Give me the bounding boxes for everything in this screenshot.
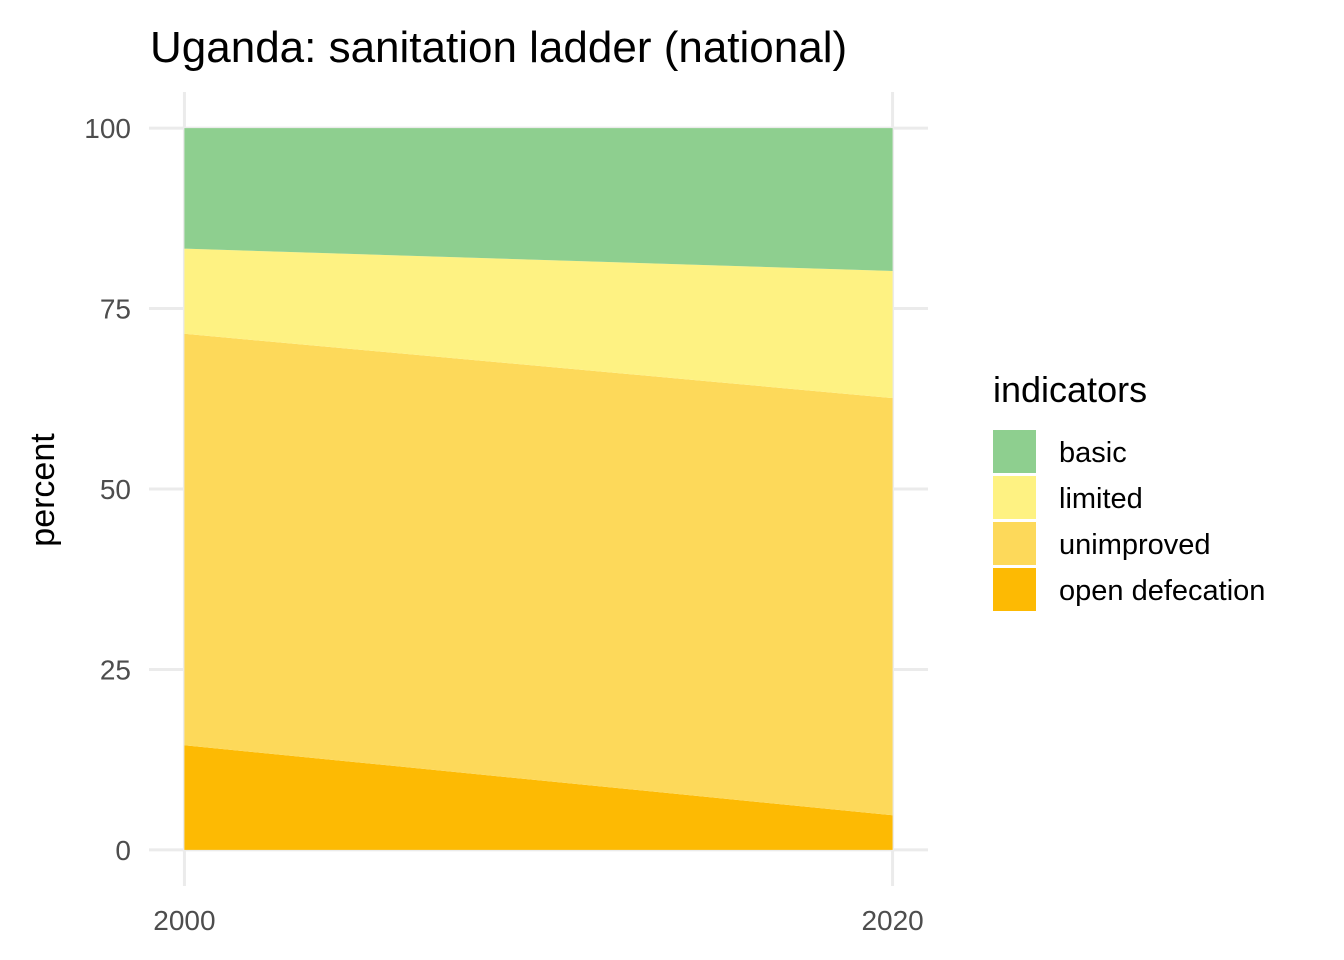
y-tick-label: 25 <box>100 654 131 685</box>
legend-swatch-limited <box>993 476 1036 519</box>
axis-ticks: 0 25 50 75 100 2000 2020 <box>84 113 923 936</box>
legend-label-basic: basic <box>1059 437 1127 469</box>
legend-swatch-open-defecation <box>993 568 1036 611</box>
x-tick-label: 2020 <box>861 905 923 936</box>
legend-label-limited: limited <box>1059 483 1143 515</box>
y-tick-label: 100 <box>84 113 131 144</box>
area-basic <box>184 128 893 272</box>
y-axis-title: percent <box>24 433 62 547</box>
legend-swatch-unimproved <box>993 522 1036 565</box>
legend-label-open-defecation: open defecation <box>1059 575 1265 607</box>
y-tick-label: 0 <box>115 835 131 866</box>
y-tick-label: 50 <box>100 474 131 505</box>
legend-swatch-basic <box>993 430 1036 473</box>
legend-title: indicators <box>993 369 1147 410</box>
stacked-areas <box>184 128 893 850</box>
chart-title: Uganda: sanitation ladder (national) <box>150 23 847 72</box>
area-unimproved <box>184 333 893 816</box>
y-tick-label: 75 <box>100 294 131 325</box>
area-open-defecation <box>184 745 893 850</box>
legend-label-unimproved: unimproved <box>1059 529 1211 561</box>
x-tick-label: 2000 <box>153 905 215 936</box>
legend: indicators basic limited unimproved open de… <box>993 369 1265 611</box>
area-limited <box>184 248 893 399</box>
